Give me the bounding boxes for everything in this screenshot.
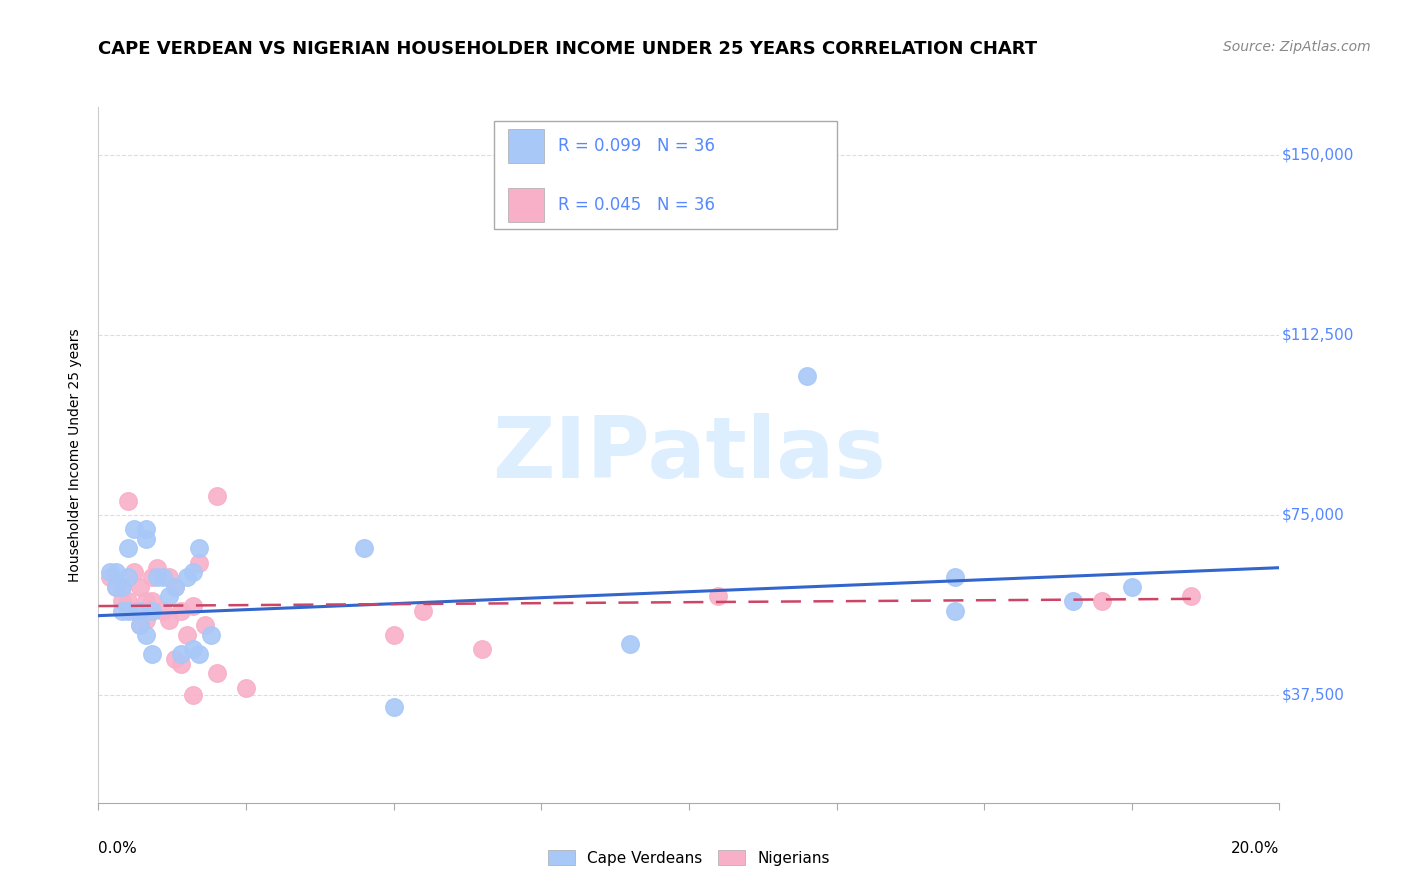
Point [111, 580, 134, 594]
Point [353, 541, 375, 556]
Point [122, 604, 145, 618]
Point [122, 566, 145, 580]
Point [619, 637, 641, 651]
Point [471, 642, 494, 657]
Point [1091, 594, 1114, 608]
Point [200, 628, 222, 642]
Point [165, 580, 187, 594]
Point [187, 556, 209, 570]
Point [170, 657, 193, 671]
Text: $112,500: $112,500 [1282, 327, 1354, 343]
Point [1121, 580, 1143, 594]
Point [170, 647, 193, 661]
Point [707, 590, 730, 604]
Point [111, 594, 134, 608]
Point [157, 570, 180, 584]
Point [943, 604, 966, 618]
Text: 0.0%: 0.0% [98, 841, 138, 856]
Point [122, 522, 145, 536]
Point [135, 532, 157, 546]
Point [128, 618, 150, 632]
Point [98, 570, 121, 584]
Point [943, 570, 966, 584]
Point [128, 580, 150, 594]
FancyBboxPatch shape [494, 121, 837, 229]
Text: $37,500: $37,500 [1282, 688, 1344, 702]
Text: 20.0%: 20.0% [1232, 841, 1279, 856]
Point [117, 493, 139, 508]
Point [157, 590, 180, 604]
Point [152, 604, 174, 618]
Point [194, 618, 217, 632]
Point [146, 560, 169, 574]
Point [146, 570, 169, 584]
Point [235, 681, 257, 695]
Text: CAPE VERDEAN VS NIGERIAN HOUSEHOLDER INCOME UNDER 25 YEARS CORRELATION CHART: CAPE VERDEAN VS NIGERIAN HOUSEHOLDER INC… [98, 40, 1038, 58]
Point [141, 604, 163, 618]
Point [117, 594, 139, 608]
Legend: Cape Verdeans, Nigerians: Cape Verdeans, Nigerians [541, 844, 837, 871]
Point [170, 604, 193, 618]
Point [412, 604, 434, 618]
Text: ZIPatlas: ZIPatlas [492, 413, 886, 497]
Point [176, 628, 198, 642]
Point [98, 566, 121, 580]
Point [181, 642, 204, 657]
Point [135, 522, 157, 536]
Point [105, 566, 128, 580]
Point [135, 628, 157, 642]
Point [1180, 590, 1202, 604]
Point [117, 570, 139, 584]
Point [105, 580, 128, 594]
Point [117, 604, 139, 618]
Point [1062, 594, 1084, 608]
Point [181, 599, 204, 613]
Point [382, 628, 405, 642]
Text: Source: ZipAtlas.com: Source: ZipAtlas.com [1223, 40, 1371, 54]
Y-axis label: Householder Income Under 25 years: Householder Income Under 25 years [69, 328, 83, 582]
Point [181, 566, 204, 580]
Point [141, 594, 163, 608]
Point [181, 688, 204, 702]
Point [157, 614, 180, 628]
Point [796, 368, 818, 383]
Point [187, 647, 209, 661]
Text: R = 0.099   N = 36: R = 0.099 N = 36 [558, 137, 714, 155]
Bar [508, 188, 544, 222]
Point [128, 618, 150, 632]
Text: $75,000: $75,000 [1282, 508, 1344, 523]
Point [135, 614, 157, 628]
Point [205, 489, 228, 503]
Point [105, 580, 128, 594]
Point [187, 541, 209, 556]
Point [152, 570, 174, 584]
Point [176, 570, 198, 584]
Bar [508, 129, 544, 162]
Point [128, 604, 150, 618]
Point [165, 652, 187, 666]
Point [111, 604, 134, 618]
Point [165, 580, 187, 594]
Point [135, 594, 157, 608]
Point [382, 699, 405, 714]
Point [141, 647, 163, 661]
Text: $150,000: $150,000 [1282, 147, 1354, 162]
Point [141, 570, 163, 584]
Point [117, 541, 139, 556]
Text: R = 0.045   N = 36: R = 0.045 N = 36 [558, 196, 714, 214]
Point [205, 666, 228, 681]
Point [111, 580, 134, 594]
